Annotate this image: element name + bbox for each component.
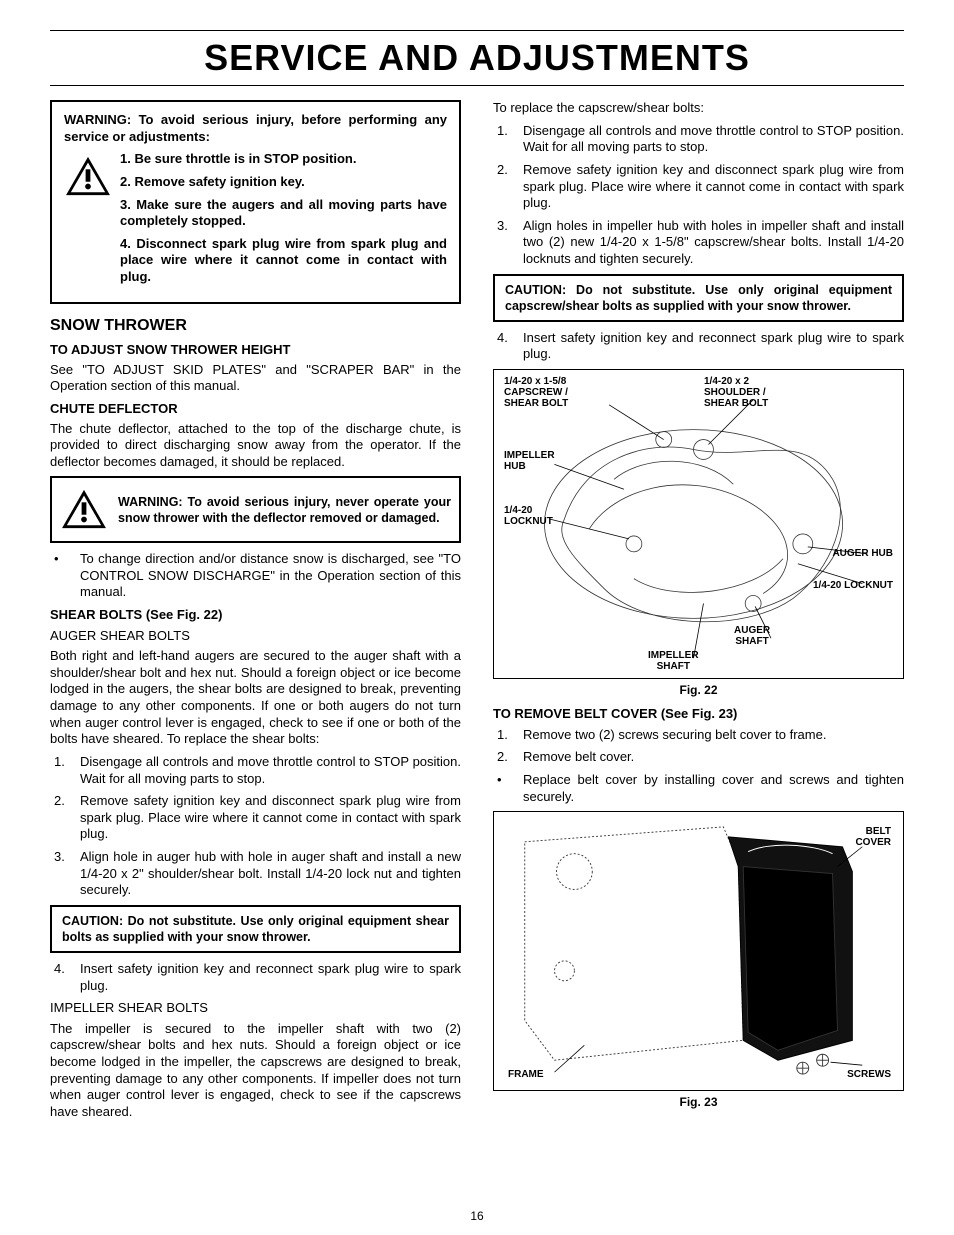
paragraph: Both right and left-hand augers are secu… bbox=[50, 648, 461, 748]
fig-label: 1/4-20 x 2 SHOULDER / SHEAR BOLT bbox=[704, 376, 768, 409]
caution-box: CAUTION: Do not substitute. Use only ori… bbox=[493, 274, 904, 322]
ordered-list: Remove two (2) screws securing belt cove… bbox=[493, 727, 904, 766]
paragraph: To replace the capscrew/shear bolts: bbox=[493, 100, 904, 117]
rule bbox=[50, 30, 904, 31]
section-heading: SNOW THROWER bbox=[50, 316, 461, 336]
bullet: Replace belt cover by installing cover a… bbox=[493, 772, 904, 805]
right-column: To replace the capscrew/shear bolts: Dis… bbox=[493, 100, 904, 1127]
sub-heading: TO REMOVE BELT COVER (See Fig. 23) bbox=[493, 706, 904, 723]
figure-caption: Fig. 22 bbox=[493, 683, 904, 698]
columns: WARNING: To avoid serious injury, before… bbox=[50, 100, 904, 1127]
paragraph: The impeller is secured to the impeller … bbox=[50, 1021, 461, 1121]
paragraph: The chute deflector, attached to the top… bbox=[50, 421, 461, 471]
sub-heading: CHUTE DEFLECTOR bbox=[50, 401, 461, 418]
figure-23: BELT COVER FRAME SCREWS bbox=[493, 811, 904, 1091]
list-item: Remove belt cover. bbox=[493, 749, 904, 766]
figure-caption: Fig. 23 bbox=[493, 1095, 904, 1110]
paragraph: See "TO ADJUST SKID PLATES" and "SCRAPER… bbox=[50, 362, 461, 395]
fig-label: AUGER SHAFT bbox=[734, 625, 770, 647]
warning-triangle-icon bbox=[60, 488, 108, 535]
list-item: Remove safety ignition key and disconnec… bbox=[493, 162, 904, 212]
fig-label: IMPELLER HUB bbox=[504, 450, 555, 472]
belt-cover-diagram-icon bbox=[494, 812, 903, 1090]
caution-box: CAUTION: Do not substitute. Use only ori… bbox=[50, 905, 461, 953]
warn-item: 2. Remove safety ignition key. bbox=[120, 174, 447, 191]
ordered-list: Insert safety ignition key and reconnect… bbox=[50, 961, 461, 994]
list-item: Remove two (2) screws securing belt cove… bbox=[493, 727, 904, 744]
sub-heading-plain: IMPELLER SHEAR BOLTS bbox=[50, 1000, 461, 1017]
warning-triangle-icon bbox=[64, 155, 112, 202]
sub-heading: TO ADJUST SNOW THROWER HEIGHT bbox=[50, 342, 461, 359]
warn-item: 4. Disconnect spark plug wire from spark… bbox=[120, 236, 447, 286]
fig-label: BELT COVER bbox=[855, 826, 891, 848]
ordered-list: Disengage all controls and move throttle… bbox=[50, 754, 461, 899]
list-item: Insert safety ignition key and reconnect… bbox=[50, 961, 461, 994]
fig-label: SCREWS bbox=[847, 1069, 891, 1080]
auger-diagram-icon bbox=[494, 370, 903, 678]
rule bbox=[50, 85, 904, 86]
list-item: Align hole in auger hub with hole in aug… bbox=[50, 849, 461, 899]
list-item: Disengage all controls and move throttle… bbox=[493, 123, 904, 156]
sub-heading: SHEAR BOLTS (See Fig. 22) bbox=[50, 607, 461, 624]
ordered-list: Disengage all controls and move throttle… bbox=[493, 123, 904, 268]
bullet: To change direction and/or distance snow… bbox=[50, 551, 461, 601]
list-item: Align holes in impeller hub with holes i… bbox=[493, 218, 904, 268]
page-number: 16 bbox=[0, 1209, 954, 1223]
fig-label: 1/4-20 LOCKNUT bbox=[813, 580, 893, 591]
list-item: Remove safety ignition key and disconnec… bbox=[50, 793, 461, 843]
sub-heading-plain: AUGER SHEAR BOLTS bbox=[50, 628, 461, 645]
fig-label: FRAME bbox=[508, 1069, 544, 1080]
fig-label: IMPELLER SHAFT bbox=[648, 650, 699, 672]
list-item: Insert safety ignition key and reconnect… bbox=[493, 330, 904, 363]
warning-box: WARNING: To avoid serious injury, never … bbox=[50, 476, 461, 543]
fig-label: 1/4-20 x 1-5/8 CAPSCREW / SHEAR BOLT bbox=[504, 376, 568, 409]
fig-label: AUGER HUB bbox=[832, 548, 893, 559]
list-item: Disengage all controls and move throttle… bbox=[50, 754, 461, 787]
page-title: SERVICE AND ADJUSTMENTS bbox=[50, 37, 904, 79]
ordered-list: Insert safety ignition key and reconnect… bbox=[493, 330, 904, 363]
warning-heading: WARNING: To avoid serious injury, before… bbox=[64, 112, 447, 145]
figure-22: 1/4-20 x 1-5/8 CAPSCREW / SHEAR BOLT 1/4… bbox=[493, 369, 904, 679]
warn-item: 3. Make sure the augers and all moving p… bbox=[120, 197, 447, 230]
left-column: WARNING: To avoid serious injury, before… bbox=[50, 100, 461, 1127]
warn-item: 1. Be sure throttle is in STOP position. bbox=[120, 151, 447, 168]
warning-text: WARNING: To avoid serious injury, never … bbox=[118, 494, 451, 526]
warning-box: WARNING: To avoid serious injury, before… bbox=[50, 100, 461, 304]
fig-label: 1/4-20 LOCKNUT bbox=[504, 505, 553, 527]
